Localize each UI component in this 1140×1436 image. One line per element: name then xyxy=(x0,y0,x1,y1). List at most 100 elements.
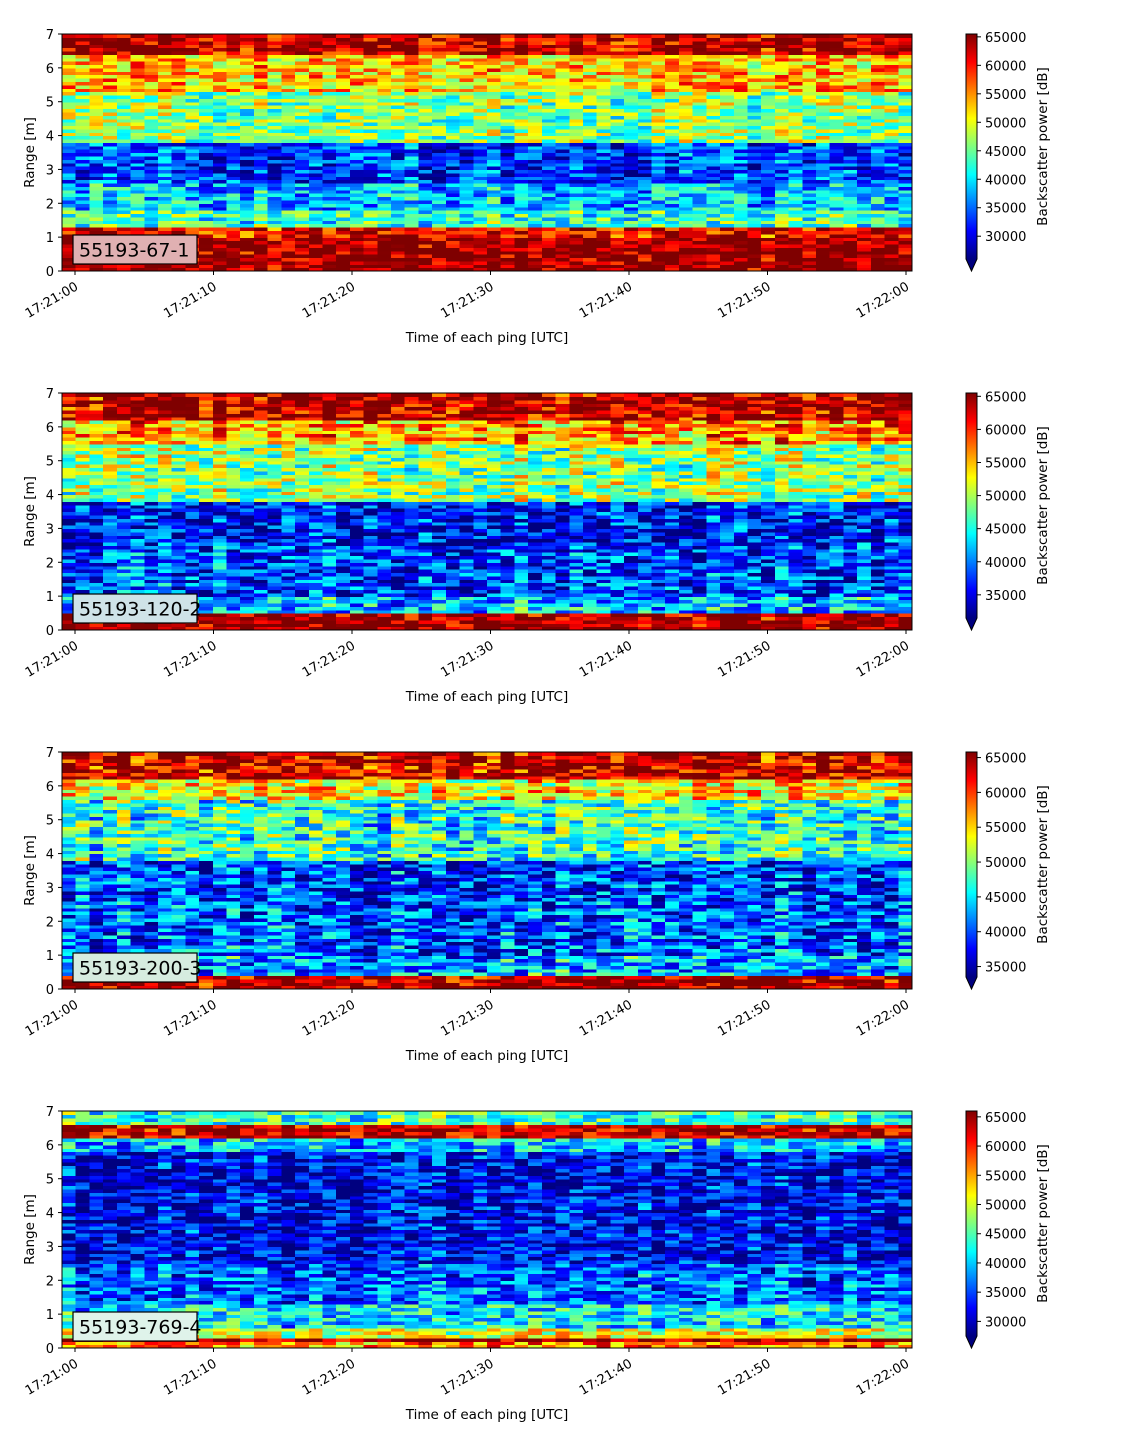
heatmap-cell xyxy=(404,71,420,76)
heatmap-cell xyxy=(322,50,337,55)
heatmap-cell xyxy=(75,138,91,143)
heatmap-cell xyxy=(336,216,351,221)
heatmap-cell xyxy=(445,196,461,201)
heatmap-cell xyxy=(377,61,392,66)
heatmap-cell xyxy=(103,37,118,42)
heatmap-cell xyxy=(432,64,447,69)
heatmap-cell xyxy=(89,186,104,191)
heatmap-cell xyxy=(391,78,406,82)
heatmap-cell xyxy=(281,108,296,113)
heatmap-cell xyxy=(130,189,145,194)
heatmap-cell xyxy=(212,128,228,133)
heatmap-cell xyxy=(432,44,447,49)
heatmap-cell xyxy=(336,159,351,164)
heatmap-cell xyxy=(322,88,337,93)
heatmap-cell xyxy=(75,196,91,201)
heatmap-cell xyxy=(103,111,118,116)
heatmap-cell xyxy=(363,189,378,194)
heatmap-cell xyxy=(363,233,378,238)
heatmap-cell xyxy=(308,105,324,110)
heatmap-cell xyxy=(432,78,447,82)
heatmap-cell xyxy=(157,50,173,55)
heatmap-cell xyxy=(62,88,77,93)
heatmap-cell xyxy=(62,159,77,164)
heatmap-cell xyxy=(445,260,461,265)
heatmap-cell xyxy=(404,220,420,225)
heatmap-cell xyxy=(226,172,241,177)
heatmap-cell xyxy=(363,203,378,208)
heatmap-cell xyxy=(130,176,145,181)
heatmap-cell xyxy=(391,132,406,137)
heatmap-cell xyxy=(473,240,488,245)
heatmap-cell xyxy=(212,233,228,238)
colorbar-tick-label: 65000 xyxy=(985,31,1026,46)
heatmap-cell xyxy=(418,91,433,96)
heatmap-cell xyxy=(240,210,255,215)
heatmap-cell xyxy=(377,138,392,143)
heatmap-cell xyxy=(103,40,118,45)
heatmap-cell xyxy=(157,230,173,235)
heatmap-cell xyxy=(487,226,502,231)
heatmap-cell xyxy=(308,257,324,262)
x-tick-label: 17:21:00 xyxy=(23,279,81,321)
heatmap-cell xyxy=(144,210,159,215)
instrument-label: 55193-67-1 xyxy=(79,240,189,262)
x-axis-label: Time of each ping [UTC] xyxy=(405,330,569,346)
heatmap-cell xyxy=(487,196,502,201)
heatmap-cell xyxy=(253,223,269,228)
heatmap-cell xyxy=(445,138,461,143)
heatmap-cell xyxy=(253,81,269,86)
heatmap-cell xyxy=(281,162,296,167)
heatmap-cell xyxy=(157,216,173,221)
heatmap-cell xyxy=(171,220,186,225)
heatmap-cell xyxy=(336,162,351,167)
heatmap-cell xyxy=(281,243,296,248)
heatmap-cell xyxy=(253,247,269,252)
heatmap-cell xyxy=(432,159,447,164)
heatmap-cell xyxy=(199,145,214,150)
heatmap-cell xyxy=(103,50,118,55)
heatmap-cell xyxy=(418,223,433,228)
heatmap-cell xyxy=(295,78,310,82)
heatmap-cell xyxy=(349,186,365,191)
heatmap-cell xyxy=(253,98,269,103)
heatmap-cell xyxy=(459,34,474,38)
heatmap-cell xyxy=(473,159,488,164)
heatmap-cell xyxy=(226,182,241,187)
heatmap-cell xyxy=(528,34,543,38)
heatmap-cell xyxy=(144,149,159,154)
heatmap-cell xyxy=(445,71,461,76)
heatmap-cell xyxy=(62,57,77,62)
heatmap-cell xyxy=(322,37,337,42)
heatmap-cell xyxy=(295,226,310,231)
heatmap-cell xyxy=(130,37,145,42)
heatmap-cell xyxy=(185,226,200,231)
heatmap-cell xyxy=(459,132,474,137)
heatmap-cell xyxy=(308,210,324,215)
heatmap-cell xyxy=(75,223,91,228)
heatmap-cell xyxy=(377,220,392,225)
heatmap-cell xyxy=(418,149,433,154)
heatmap-cell xyxy=(199,57,214,62)
heatmap-cell xyxy=(185,47,200,52)
heatmap-cell xyxy=(267,152,282,157)
heatmap-cell xyxy=(267,122,282,127)
heatmap-cell xyxy=(281,132,296,137)
heatmap-cell xyxy=(418,199,433,204)
heatmap-cell xyxy=(473,111,488,116)
heatmap-cell xyxy=(391,257,406,262)
heatmap-cell xyxy=(349,61,365,66)
heatmap-cell xyxy=(459,233,474,238)
heatmap-cell xyxy=(459,105,474,110)
heatmap-cell xyxy=(336,233,351,238)
heatmap-cell xyxy=(295,108,310,113)
heatmap-cell xyxy=(116,155,132,160)
heatmap-cell xyxy=(130,132,145,137)
heatmap-cell xyxy=(103,47,118,52)
heatmap-cell xyxy=(157,98,173,103)
heatmap-cell xyxy=(103,88,118,93)
heatmap-cell xyxy=(363,257,378,262)
heatmap-cell xyxy=(253,243,269,248)
heatmap-cell xyxy=(445,233,461,238)
heatmap-cell xyxy=(281,84,296,89)
